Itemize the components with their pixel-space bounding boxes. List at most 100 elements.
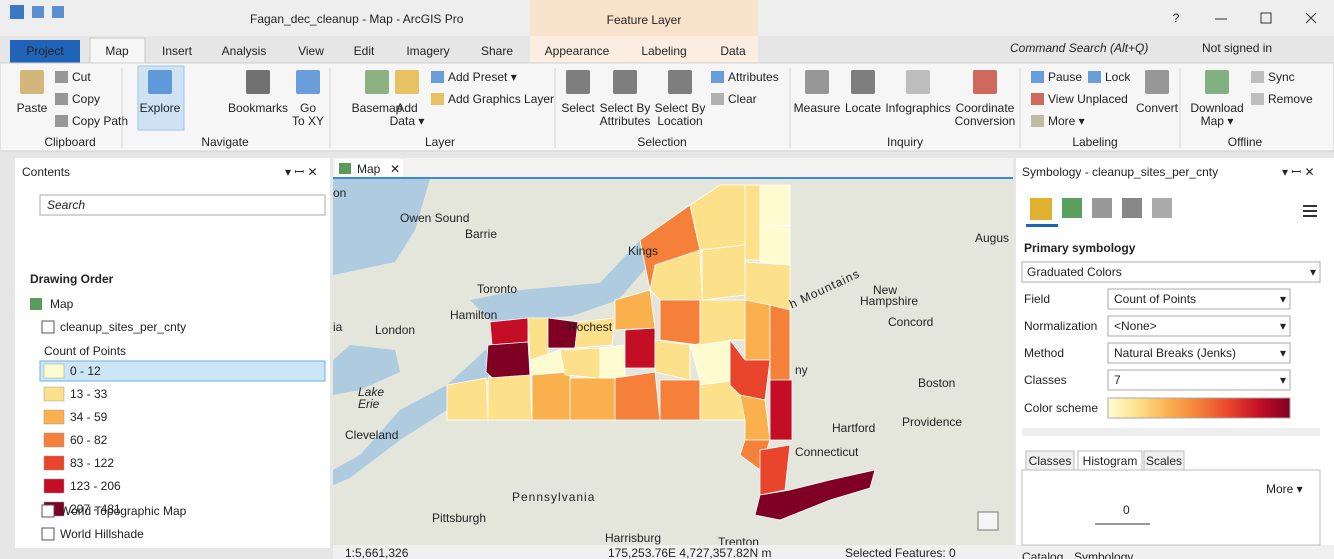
- basemap-layer[interactable]: World Topographic Map: [60, 504, 187, 518]
- button-label[interactable]: Select By: [600, 101, 651, 115]
- button-icon[interactable]: [1205, 70, 1229, 94]
- button-label[interactable]: Remove: [1268, 92, 1313, 106]
- ribbon-tab[interactable]: Data: [720, 44, 746, 58]
- button-icon[interactable]: [805, 70, 829, 94]
- button-label[interactable]: More ▾: [1048, 114, 1085, 128]
- button-label[interactable]: Go: [300, 101, 316, 115]
- button-label[interactable]: Infographics: [885, 101, 950, 115]
- command-search[interactable]: Command Search (Alt+Q): [1010, 41, 1148, 55]
- button-label[interactable]: Map ▾: [1201, 114, 1234, 128]
- renderer[interactable]: Graduated Colors: [1027, 265, 1122, 279]
- button-label[interactable]: Basemap: [352, 101, 403, 115]
- sign-in[interactable]: Not signed in: [1202, 41, 1272, 55]
- button-icon[interactable]: [711, 93, 724, 105]
- map-node[interactable]: Map: [50, 297, 74, 311]
- search-box[interactable]: [39, 194, 326, 216]
- tab-icon[interactable]: [1092, 198, 1112, 218]
- button-label[interactable]: Sync: [1268, 70, 1295, 84]
- restore[interactable]: [1260, 12, 1272, 24]
- button-label[interactable]: Cut: [72, 70, 91, 84]
- button-label[interactable]: Data ▾: [390, 114, 425, 128]
- button-label[interactable]: Lock: [1105, 70, 1131, 84]
- button-label[interactable]: To XY: [292, 114, 324, 128]
- button-label[interactable]: Add Preset ▾: [448, 70, 517, 84]
- button-icon[interactable]: [246, 70, 270, 94]
- ribbon-tab[interactable]: Appearance: [545, 44, 610, 58]
- button-icon[interactable]: [1251, 93, 1264, 105]
- button-label[interactable]: Copy: [72, 92, 100, 106]
- ribbon-tab[interactable]: Analysis: [222, 44, 267, 58]
- active-tab-bg[interactable]: [89, 37, 146, 65]
- field-value[interactable]: <None>: [1114, 319, 1157, 333]
- pane-controls[interactable]: ▾ ꟷ ✕: [1282, 165, 1315, 179]
- button-icon[interactable]: [55, 115, 68, 127]
- field-dropdown[interactable]: [1107, 342, 1291, 364]
- button-icon[interactable]: [148, 70, 172, 94]
- button-icon[interactable]: [711, 71, 724, 83]
- button-icon[interactable]: [431, 71, 444, 83]
- ribbon-tab[interactable]: Share: [481, 44, 513, 58]
- ribbon-tab[interactable]: Insert: [162, 44, 193, 58]
- ribbon-tab[interactable]: View: [298, 44, 324, 58]
- button-label[interactable]: Add: [396, 101, 417, 115]
- button-icon[interactable]: [973, 70, 997, 94]
- button-label[interactable]: Copy Path: [72, 114, 128, 128]
- button-icon[interactable]: [906, 70, 930, 94]
- help-button[interactable]: ?: [1173, 11, 1180, 25]
- button-label[interactable]: Attributes: [728, 70, 779, 84]
- sym-tab[interactable]: [1143, 450, 1185, 471]
- button-label[interactable]: Select By: [655, 101, 706, 115]
- menu[interactable]: [1303, 205, 1317, 217]
- button-icon[interactable]: [1031, 93, 1044, 105]
- field-value[interactable]: Natural Breaks (Jenks): [1114, 346, 1236, 360]
- button-icon[interactable]: [365, 70, 389, 94]
- button-icon[interactable]: [55, 71, 68, 83]
- button-label[interactable]: Locate: [845, 101, 881, 115]
- search-placeholder[interactable]: Search: [47, 198, 85, 212]
- ribbon-tab[interactable]: Imagery: [406, 44, 449, 58]
- button-icon[interactable]: [1031, 71, 1044, 83]
- basemap-checkbox[interactable]: [41, 504, 55, 518]
- button-icon[interactable]: [20, 70, 44, 94]
- sym-tab[interactable]: [1077, 450, 1143, 471]
- close[interactable]: [1305, 12, 1317, 24]
- field-dropdown[interactable]: [1107, 369, 1291, 391]
- button-label[interactable]: Coordinate: [956, 101, 1015, 115]
- sym-tab-label[interactable]: Histogram: [1083, 454, 1138, 468]
- button-icon[interactable]: [851, 70, 875, 94]
- bottom-tab[interactable]: Symbology: [1074, 550, 1133, 559]
- color-scheme[interactable]: [1107, 397, 1291, 419]
- button-label[interactable]: Explore: [140, 101, 181, 115]
- button-label[interactable]: Attributes: [600, 114, 651, 128]
- button-label[interactable]: Clear: [728, 92, 757, 106]
- tab-icon[interactable]: [1030, 198, 1052, 220]
- bottom-tab[interactable]: Catalog: [1022, 550, 1063, 559]
- map-view[interactable]: on Owen Sound Barrie Kings Augus Toronto Hamil…: [333, 179, 1013, 549]
- button-icon[interactable]: [55, 93, 68, 105]
- sym-tab[interactable]: [1025, 450, 1075, 471]
- button-icon[interactable]: [613, 70, 637, 94]
- button-label[interactable]: Download: [1190, 101, 1243, 115]
- map-tab-close[interactable]: ✕: [390, 162, 400, 176]
- button-label[interactable]: View Unplaced: [1048, 92, 1128, 106]
- button-icon[interactable]: [1031, 115, 1044, 127]
- pane-controls[interactable]: ▾ ꟷ ✕: [285, 165, 318, 179]
- field-dropdown[interactable]: [1107, 288, 1291, 310]
- button-label[interactable]: Pause: [1048, 70, 1082, 84]
- layer-checkbox[interactable]: [41, 320, 55, 334]
- ribbon-tab[interactable]: Labeling: [641, 44, 686, 58]
- button-icon[interactable]: [431, 93, 444, 105]
- basemap-layer[interactable]: World Hillshade: [60, 527, 144, 541]
- button-icon[interactable]: [296, 70, 320, 94]
- button-label[interactable]: Location: [657, 114, 702, 128]
- layer-node[interactable]: cleanup_sites_per_cnty: [60, 320, 186, 334]
- button-label[interactable]: Paste: [17, 101, 48, 115]
- button-label[interactable]: Add Graphics Layer: [448, 92, 554, 106]
- field-dropdown[interactable]: [1107, 315, 1291, 337]
- renderer-dropdown[interactable]: [1021, 261, 1321, 283]
- button-icon[interactable]: [566, 70, 590, 94]
- button-icon[interactable]: [1088, 71, 1101, 83]
- field-value[interactable]: 7: [1114, 373, 1121, 387]
- ribbon-tab[interactable]: Map: [105, 44, 129, 58]
- basemap-checkbox[interactable]: [41, 527, 55, 541]
